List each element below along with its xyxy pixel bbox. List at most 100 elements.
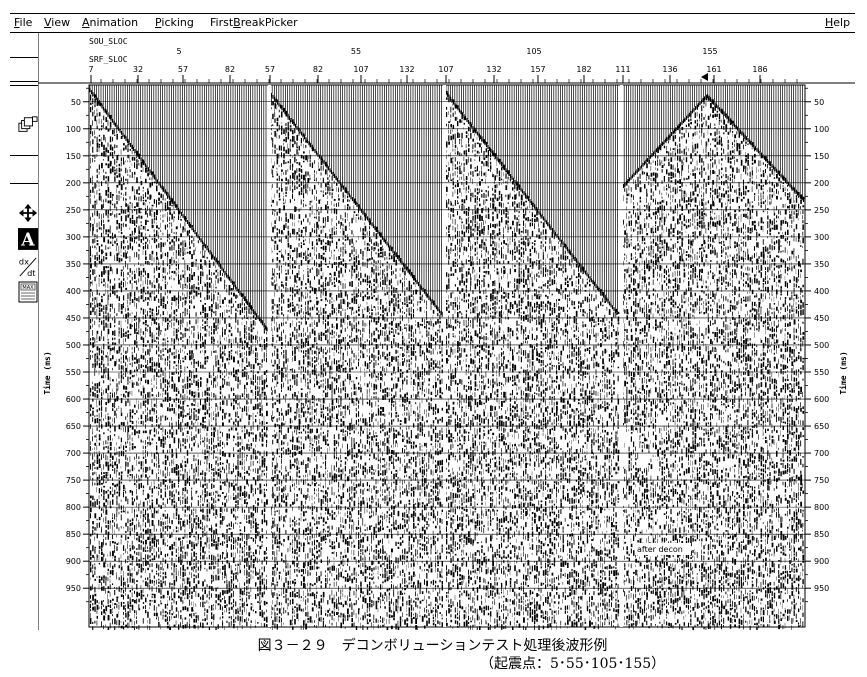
srf-tick-label: 107	[438, 65, 453, 74]
srf-tick-label: 57	[178, 65, 188, 74]
time-tick-label-right: 650	[814, 422, 829, 431]
time-tick-label-right: 550	[814, 368, 829, 377]
srf-tick-label: 82	[313, 65, 323, 74]
max-icon[interactable]: MAX	[18, 281, 38, 303]
trace-wiggle-fill	[622, 94, 805, 633]
time-tick-label-left: 600	[66, 395, 81, 404]
srf-sloc-label: SRF_SLOC	[89, 55, 128, 64]
time-tick-label-left: 700	[66, 449, 81, 458]
time-tick-label-right: 600	[814, 395, 829, 404]
srf-tick-label: 57	[265, 65, 275, 74]
srf-tick-label: 161	[706, 65, 721, 74]
max-label: MAX	[22, 285, 34, 291]
srf-tick-label: 111	[615, 65, 630, 74]
time-tick-label-left: 250	[66, 206, 81, 215]
time-axis-label-right: Time (ms)	[838, 351, 848, 394]
time-tick-label-left: 400	[66, 287, 81, 296]
srf-tick-label: 157	[530, 65, 545, 74]
time-tick-label-left: 800	[66, 503, 81, 512]
time-tick-label-right: 700	[814, 449, 829, 458]
srf-tick-label: 132	[399, 65, 414, 74]
time-tick-label-right: 250	[814, 206, 829, 215]
time-tick-label-left: 450	[66, 314, 81, 323]
time-tick-label-right: 950	[814, 584, 829, 593]
annotate-a-icon[interactable]: A	[18, 228, 38, 250]
annotation-text: after decon	[637, 545, 683, 554]
svg-text:A: A	[20, 230, 35, 250]
sou-tick-label: 105	[526, 47, 541, 56]
tool-separator	[10, 57, 38, 58]
tool-separator	[10, 85, 38, 86]
time-tick-label-left: 50	[71, 98, 81, 107]
time-tick-label-left: 500	[66, 341, 81, 350]
time-tick-label-right: 800	[814, 503, 829, 512]
annotation-background	[635, 543, 691, 555]
tool-separator	[10, 81, 38, 82]
first-break-band	[89, 88, 268, 332]
time-tick-label-right: 50	[814, 98, 824, 107]
trace-lines	[89, 85, 267, 327]
dxdt-icon[interactable]: dx dt	[18, 256, 38, 278]
time-tick-label-right: 900	[814, 557, 829, 566]
sou-sloc-label: SOU_SLOC	[89, 37, 128, 46]
time-tick-label-right: 100	[814, 125, 829, 134]
time-tick-label-left: 300	[66, 233, 81, 242]
time-axis-label-left: Time (ms)	[42, 351, 52, 394]
menu-picking[interactable]: Picking	[155, 16, 194, 29]
cursor-marker-icon	[701, 73, 708, 81]
tool-separator	[10, 183, 38, 184]
srf-tick-label: 136	[662, 65, 677, 74]
time-tick-label-left: 350	[66, 260, 81, 269]
shot-gather	[89, 85, 268, 633]
srf-tick-label: 82	[225, 65, 235, 74]
srf-tick-label: 7	[88, 65, 93, 74]
srf-tick-label: 132	[486, 65, 501, 74]
seismic-plot-area: SOU_SLOC SRF_SLOC 5 55 105 155 7 32 57 82 57 82 107 1…	[37, 33, 855, 634]
srf-tick-label: 182	[576, 65, 591, 74]
move-arrows-icon[interactable]	[18, 203, 38, 223]
dxdt-bottom-label: dt	[27, 268, 36, 278]
tool-separator	[10, 155, 38, 156]
sou-tick-label: 5	[176, 47, 181, 56]
time-tick-label-left: 950	[66, 584, 81, 593]
menu-view[interactable]: View	[44, 16, 71, 29]
time-tick-label-left: 650	[66, 422, 81, 431]
shot-gather	[445, 85, 620, 633]
menu-bar: File View Animation Picking FirstBreakPi…	[10, 13, 855, 33]
time-tick-label-left: 750	[66, 476, 81, 485]
srf-tick-label: 186	[752, 65, 767, 74]
trace-wiggle-fill	[90, 91, 268, 633]
srf-tick-label: 32	[133, 65, 143, 74]
time-tick-label-right: 850	[814, 530, 829, 539]
time-tick-label-left: 850	[66, 530, 81, 539]
time-tick-label-right: 750	[814, 476, 829, 485]
time-tick-label-left: 200	[66, 179, 81, 188]
trace-wiggle-fill	[446, 90, 620, 633]
menu-first-break-picker[interactable]: FirstBreakPicker	[210, 16, 298, 29]
figure-caption: 図３－２９ デコンボリューションテスト処理後波形例	[257, 638, 608, 654]
time-tick-label-right: 200	[814, 179, 829, 188]
dxdt-top-label: dx	[19, 256, 29, 266]
time-tick-label-left: 550	[66, 368, 81, 377]
time-tick-label-left: 150	[66, 152, 81, 161]
sou-tick-label: 155	[702, 47, 717, 56]
tool-strip: A dx dt MAX	[10, 33, 38, 630]
time-tick-label-right: 400	[814, 287, 829, 296]
gather-gap	[443, 85, 446, 627]
trace-wiggle-fill	[270, 90, 444, 633]
menu-file[interactable]: File	[14, 16, 33, 29]
seismic-traces	[89, 85, 805, 633]
srf-tick-label: 107	[353, 65, 368, 74]
time-tick-label-left: 100	[66, 125, 81, 134]
after-decon-annotation: after decon	[635, 543, 691, 555]
time-tick-label-right: 350	[814, 260, 829, 269]
time-tick-label-right: 150	[814, 152, 829, 161]
figure-caption-sub: （起震点：5･55･105･155）	[480, 656, 666, 672]
time-tick-label-left: 900	[66, 557, 81, 566]
gather-gap	[620, 85, 623, 627]
menu-animation[interactable]: Animation	[82, 16, 139, 29]
windows-icon[interactable]	[18, 115, 38, 135]
menu-help[interactable]: Help	[825, 16, 851, 29]
time-tick-label-right: 500	[814, 341, 829, 350]
